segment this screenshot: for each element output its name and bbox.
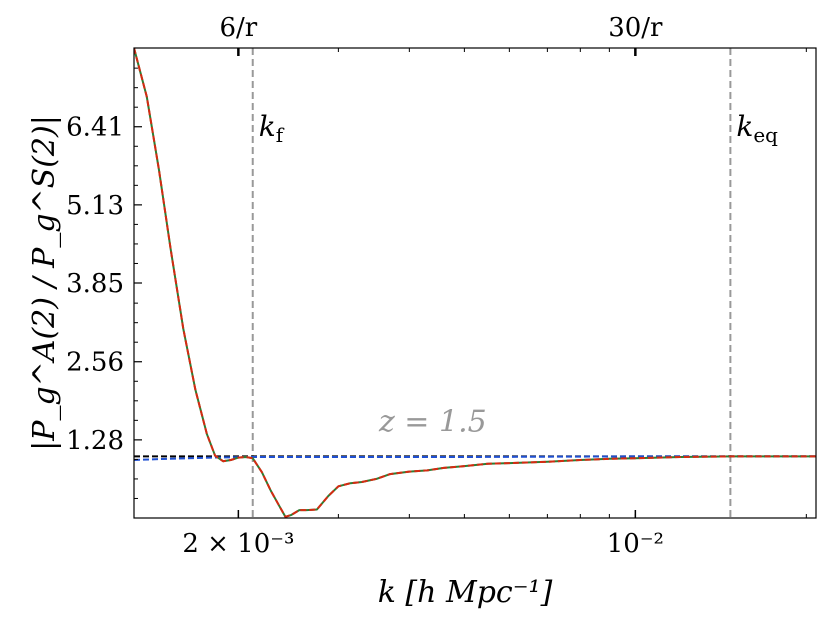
series-lines	[134, 48, 816, 518]
axis-ticks	[134, 48, 807, 518]
y-tick-label-2: 3.85	[66, 269, 124, 299]
top-tick-label-0: 6/r	[220, 13, 258, 43]
redshift-annotation: z = 1.5	[378, 404, 487, 439]
series-line-1	[134, 455, 816, 461]
plot-frame	[133, 47, 817, 519]
y-axis-label: |P_g^A(2) / P_g^S(2)|	[27, 115, 62, 451]
series-line-3	[134, 48, 816, 518]
vline-label-1: keq	[736, 110, 778, 147]
y-tick-label-4: 6.41	[66, 113, 124, 143]
series-line-2	[134, 48, 816, 518]
axis-labels: kf keq 1.28 2.56 3.85 5.13 6.41 2 × 10⁻³ 10⁻² 6/r…	[27, 13, 778, 610]
y-tick-label-0: 1.28	[66, 426, 124, 456]
x-tick-label-1: 10⁻²	[607, 529, 664, 559]
top-tick-label-1: 30/r	[608, 13, 663, 43]
y-tick-label-1: 2.56	[66, 348, 124, 378]
reference-lines	[251, 48, 732, 518]
y-tick-label-3: 5.13	[66, 191, 124, 221]
x-tick-label-0: 2 × 10⁻³	[182, 529, 294, 559]
x-axis-label: k [h Mpc⁻¹]	[378, 575, 553, 610]
vline-label-0: kf	[259, 110, 285, 147]
